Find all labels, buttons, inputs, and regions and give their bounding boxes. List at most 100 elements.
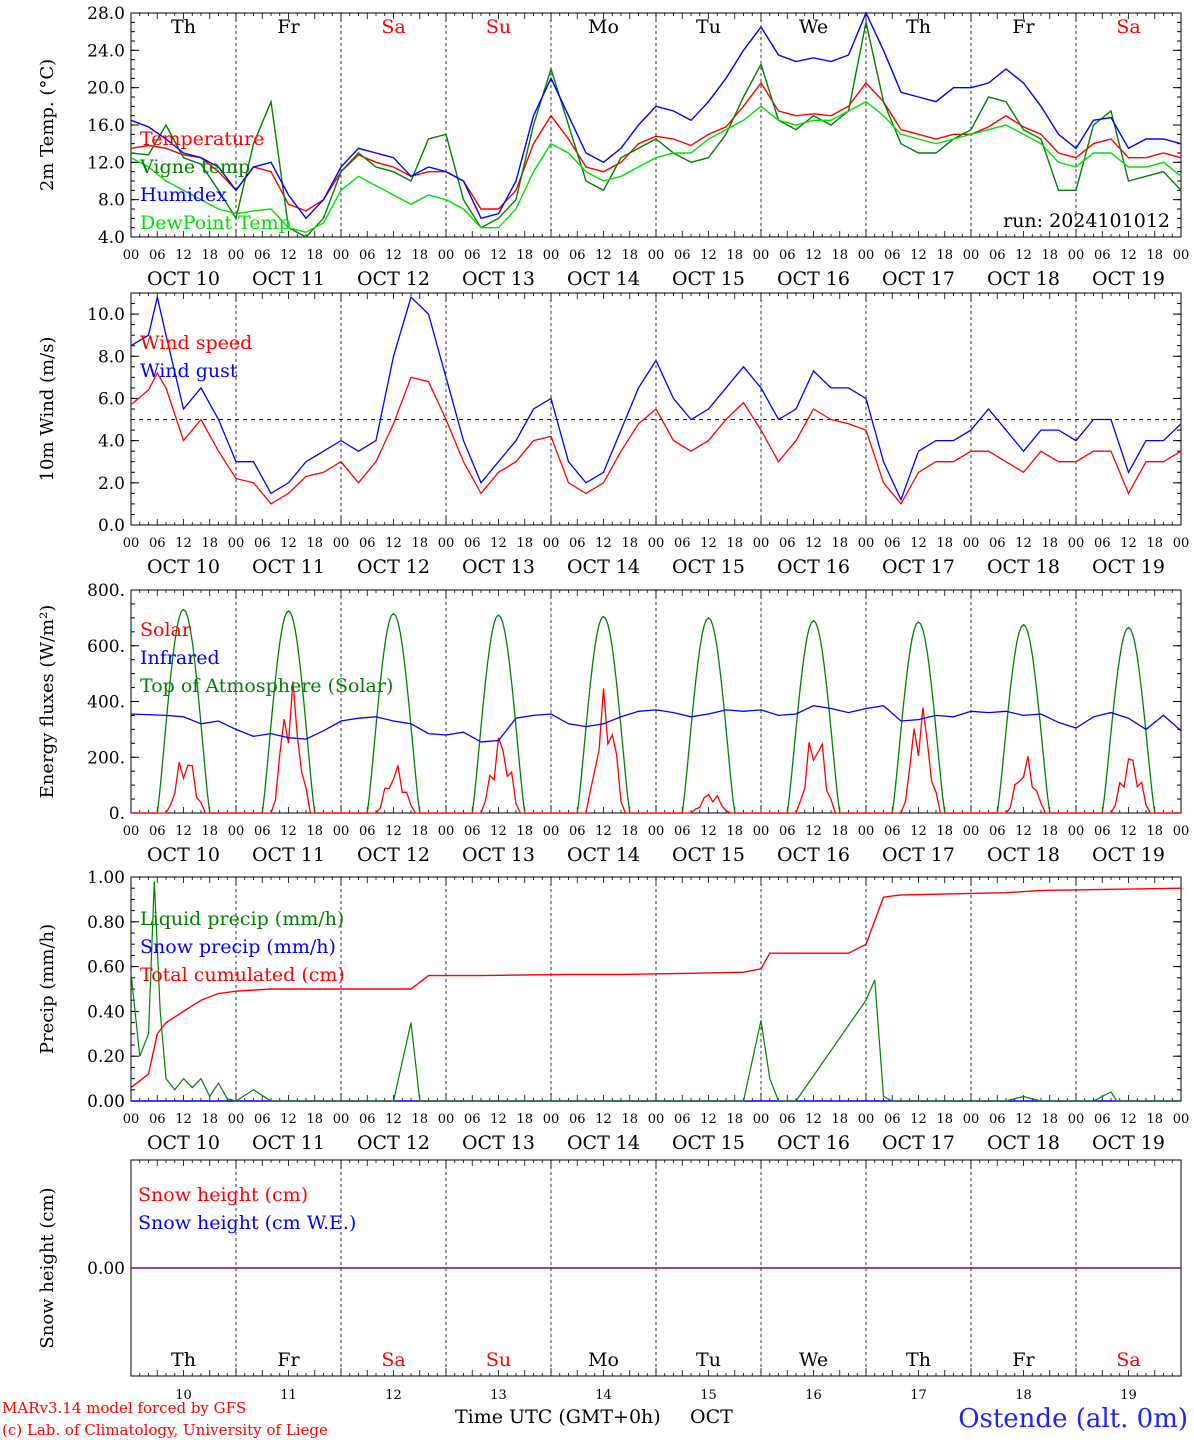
- hour-label: 00: [333, 248, 350, 263]
- date-label: OCT 13: [462, 1132, 535, 1154]
- day-abbr: Tu: [696, 1349, 721, 1371]
- hour-label: 12: [490, 536, 507, 551]
- hour-label: 18: [726, 248, 743, 263]
- hour-label: 18: [936, 248, 953, 263]
- date-label: OCT 10: [147, 1132, 220, 1154]
- hour-label: 00: [123, 824, 140, 839]
- hour-label: 00: [753, 536, 770, 551]
- ytick-label: 800.: [87, 581, 125, 601]
- hour-label: 18: [201, 536, 218, 551]
- hour-label: 00: [123, 248, 140, 263]
- day-abbr: Sa: [381, 16, 405, 38]
- station-label: Ostende (alt. 0m): [958, 1404, 1188, 1434]
- hour-label: 18: [516, 248, 533, 263]
- hour-label: 12: [1120, 248, 1137, 263]
- hour-label: 18: [621, 536, 638, 551]
- hour-label: 00: [1173, 1112, 1190, 1127]
- date-label: OCT 15: [672, 1132, 745, 1154]
- date-label: OCT 14: [567, 1132, 640, 1154]
- hour-label: 18: [621, 1112, 638, 1127]
- hour-label: 12: [280, 536, 297, 551]
- legend-entry: Liquid precip (mm/h): [140, 908, 344, 930]
- hour-label: 12: [490, 1112, 507, 1127]
- date-label: OCT 19: [1092, 844, 1165, 866]
- legend-entry: Infrared: [140, 647, 220, 669]
- ytick-label: 24.0: [87, 41, 125, 61]
- series-line-solar: [131, 681, 1181, 814]
- hour-label: 18: [411, 536, 428, 551]
- hour-label: 06: [254, 824, 271, 839]
- date-label: OCT 13: [462, 556, 535, 578]
- hour-label: 12: [1015, 248, 1032, 263]
- y-axis-title: 2m Temp. (°C): [37, 59, 58, 191]
- ytick-label: 4.0: [98, 432, 125, 452]
- legend-entry: Top of Atmosphere (Solar): [140, 675, 393, 697]
- hour-label: 06: [779, 824, 796, 839]
- hour-label: 12: [385, 248, 402, 263]
- date-label: OCT 11: [252, 1132, 325, 1154]
- date-label: OCT 14: [567, 844, 640, 866]
- hour-label: 06: [359, 1112, 376, 1127]
- day-abbr: Th: [171, 16, 196, 38]
- hour-label: 12: [175, 824, 192, 839]
- ytick-label: 16.0: [87, 116, 125, 136]
- day-number: 15: [700, 1388, 717, 1403]
- hour-label: 06: [884, 536, 901, 551]
- legend-entry: Wind speed: [140, 332, 252, 354]
- hour-label: 18: [516, 1112, 533, 1127]
- hour-label: 00: [228, 1112, 245, 1127]
- hour-label: 00: [333, 1112, 350, 1127]
- hour-label: 18: [936, 536, 953, 551]
- hour-label: 12: [280, 1112, 297, 1127]
- hour-label: 00: [438, 824, 455, 839]
- hour-label: 18: [621, 824, 638, 839]
- legend-entry: Solar: [140, 619, 192, 641]
- hour-label: 06: [779, 248, 796, 263]
- hour-label: 18: [516, 824, 533, 839]
- hour-label: 06: [1094, 1112, 1111, 1127]
- date-label: OCT 15: [672, 844, 745, 866]
- day-abbr: We: [799, 1349, 828, 1371]
- hour-label: 00: [858, 248, 875, 263]
- hour-label: 06: [674, 248, 691, 263]
- hour-label: 18: [831, 824, 848, 839]
- hour-label: 06: [464, 824, 481, 839]
- hour-label: 12: [595, 1112, 612, 1127]
- hour-label: 12: [175, 248, 192, 263]
- day-abbr: Fr: [277, 16, 300, 38]
- hour-label: 18: [726, 536, 743, 551]
- hour-label: 06: [149, 1112, 166, 1127]
- hour-label: 00: [858, 536, 875, 551]
- hour-label: 18: [831, 1112, 848, 1127]
- series-line-total-cumulated: [130, 887, 1182, 1089]
- series-line-infrared: [130, 705, 1182, 743]
- y-axis-title: Snow height (cm): [37, 1187, 58, 1348]
- hour-label: 12: [805, 248, 822, 263]
- hour-label: 12: [910, 248, 927, 263]
- date-label: OCT 10: [147, 268, 220, 290]
- date-label: OCT 17: [882, 268, 955, 290]
- ytick-label: 0.: [109, 804, 125, 824]
- credit-line-1: MARv3.14 model forced by GFS: [2, 1399, 246, 1417]
- hour-label: 06: [464, 248, 481, 263]
- hour-label: 06: [254, 536, 271, 551]
- ytick-label: 600.: [87, 637, 125, 657]
- hour-label: 12: [1015, 824, 1032, 839]
- hour-label: 18: [1041, 1112, 1058, 1127]
- series-line-humidex: [130, 11, 1182, 220]
- hour-label: 06: [884, 824, 901, 839]
- hour-label: 06: [674, 824, 691, 839]
- hour-label: 06: [254, 1112, 271, 1127]
- legend-entry: Snow height (cm W.E.): [138, 1212, 356, 1234]
- hour-label: 18: [306, 536, 323, 551]
- hour-label: 06: [989, 248, 1006, 263]
- date-label: OCT 16: [777, 268, 850, 290]
- hour-label: 00: [228, 536, 245, 551]
- hour-label: 06: [254, 248, 271, 263]
- hour-label: 12: [1120, 824, 1137, 839]
- date-label: OCT 16: [777, 844, 850, 866]
- hour-label: 00: [543, 1112, 560, 1127]
- hour-label: 12: [175, 536, 192, 551]
- hour-label: 18: [831, 536, 848, 551]
- date-label: OCT 10: [147, 844, 220, 866]
